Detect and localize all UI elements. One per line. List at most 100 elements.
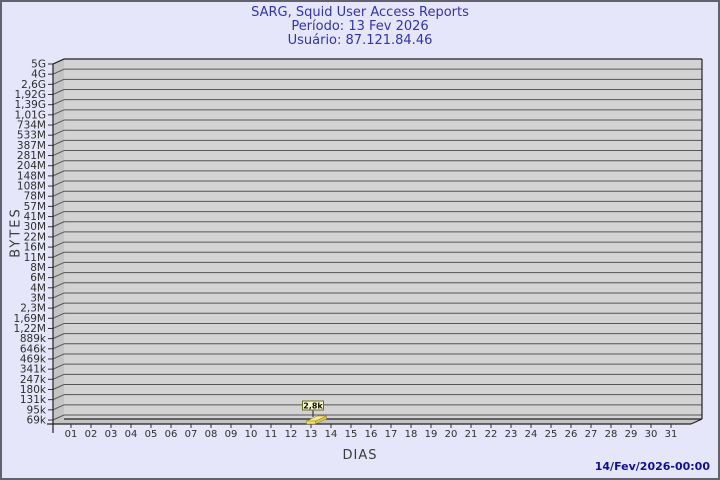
x-tick-label: 10 xyxy=(245,429,258,440)
grid-line-wall xyxy=(52,394,65,401)
y-tick-label: 4G xyxy=(31,69,46,81)
x-axis-ticks: 01 02 03 04 05 06 07 08 09 10 11 12 13 14 15 16 17 18 19 20… xyxy=(65,424,678,440)
grid-line-wall xyxy=(52,150,65,156)
grid-line-wall xyxy=(52,119,65,126)
grid-line-wall xyxy=(52,323,65,329)
plot-floor xyxy=(53,419,702,424)
annotation-box xyxy=(302,400,324,411)
grid-line-wall xyxy=(52,89,65,95)
y-axis-ticks: 5G4G2,6G1,92G1,39G1,01G734M533M387M281M2… xyxy=(14,59,53,427)
x-tick-label: 28 xyxy=(605,429,618,440)
grid-line-wall xyxy=(52,292,65,299)
grid-line-wall xyxy=(52,333,65,340)
grid-line-wall xyxy=(52,200,65,207)
grid-line-wall xyxy=(52,302,65,309)
y-tick-label: 3M xyxy=(30,292,46,304)
grid-line-wall xyxy=(52,190,65,197)
y-tick-label: 1,22M xyxy=(14,323,46,335)
grid-lines xyxy=(52,58,702,421)
grid-line-wall xyxy=(52,170,65,177)
y-tick-label: 1,69M xyxy=(14,313,46,325)
y-tick-label: 204M xyxy=(17,160,46,172)
x-tick-label: 23 xyxy=(505,429,518,440)
grid-line-wall xyxy=(52,221,65,228)
x-tick-label: 17 xyxy=(385,429,398,440)
x-tick-label: 09 xyxy=(225,429,238,440)
y-tick-label: 387M xyxy=(17,140,46,152)
x-tick-label: 26 xyxy=(565,429,578,440)
bar xyxy=(306,420,316,425)
y-tick-label: 341k xyxy=(20,364,47,376)
x-tick-label: 12 xyxy=(285,429,298,440)
grid-line-wall xyxy=(52,180,65,187)
generation-timestamp: 14/Fev/2026-00:00 xyxy=(594,460,710,473)
plot-left-wall xyxy=(53,59,64,424)
plot-walls xyxy=(53,59,702,424)
grid-line-wall xyxy=(52,343,65,350)
y-tick-label: 6M xyxy=(30,272,46,284)
chart-user: Usuário: 87.121.84.46 xyxy=(287,33,433,48)
y-tick-label: 11M xyxy=(24,252,46,264)
x-tick-label: 29 xyxy=(625,429,638,440)
grid-line-wall xyxy=(52,312,65,319)
y-tick-label: 148M xyxy=(17,170,46,182)
y-tick-label: 5G xyxy=(31,59,46,71)
grid-line-wall xyxy=(52,68,65,75)
y-tick-label: 469k xyxy=(20,353,47,365)
y-tick-label: 734M xyxy=(17,120,46,132)
x-tick-label: 20 xyxy=(445,429,458,440)
y-tick-label: 1,01G xyxy=(14,109,46,121)
x-tick-label: 15 xyxy=(345,429,358,440)
data-bars xyxy=(306,415,327,425)
y-tick-label: 1,39G xyxy=(14,99,46,111)
x-tick-label: 03 xyxy=(105,429,118,440)
y-tick-label: 247k xyxy=(20,374,47,386)
x-tick-label: 30 xyxy=(645,429,658,440)
plot-frame xyxy=(47,58,703,433)
grid-line-wall xyxy=(52,363,65,370)
y-tick-label: 41M xyxy=(24,211,46,223)
x-tick-label: 31 xyxy=(665,429,678,440)
grid-line-wall xyxy=(52,241,65,248)
bar-annotation: 2,8k xyxy=(302,400,324,417)
y-tick-label: 533M xyxy=(17,130,46,142)
frame-edge xyxy=(690,418,703,425)
grid-line-wall xyxy=(52,414,65,421)
x-axis-title: DIAS xyxy=(342,448,378,463)
grid-line-wall xyxy=(52,129,65,136)
x-tick-label: 13 xyxy=(305,429,318,440)
y-tick-label: 1,92G xyxy=(14,89,46,101)
x-tick-label: 06 xyxy=(165,429,178,440)
x-tick-label: 07 xyxy=(185,429,198,440)
x-tick-label: 21 xyxy=(465,429,478,440)
y-tick-label: 108M xyxy=(17,181,46,193)
y-tick-label: 95k xyxy=(27,404,47,416)
y-tick-label: 16M xyxy=(24,242,46,254)
grid-line-wall xyxy=(52,78,65,85)
y-tick-label: 889k xyxy=(20,333,47,345)
grid-line-wall xyxy=(52,251,65,258)
x-tick-label: 08 xyxy=(205,429,218,440)
y-tick-label: 57M xyxy=(24,201,46,213)
y-tick-label: 131k xyxy=(20,394,47,406)
y-tick-label: 8M xyxy=(30,262,46,274)
bar-value-label: 2,8k xyxy=(303,402,323,411)
x-tick-label: 11 xyxy=(265,429,278,440)
y-tick-label: 281M xyxy=(17,150,46,162)
grid-line-wall xyxy=(52,353,65,360)
frame-edge xyxy=(52,58,65,65)
grid-line-wall xyxy=(52,282,65,289)
grid-line-wall xyxy=(52,272,65,279)
x-tick-label: 27 xyxy=(585,429,598,440)
grid-line-wall xyxy=(52,99,65,106)
grid-line-wall xyxy=(52,404,65,411)
y-tick-label: 2,6G xyxy=(21,79,46,91)
chart-title: SARG, Squid User Access Reports xyxy=(251,5,469,20)
grid-line-wall xyxy=(52,373,65,380)
plot-back-plane xyxy=(64,59,702,419)
x-tick-label: 18 xyxy=(405,429,418,440)
y-tick-label: 646k xyxy=(20,343,47,355)
y-tick-label: 4M xyxy=(30,282,46,294)
x-tick-label: 05 xyxy=(145,429,158,440)
